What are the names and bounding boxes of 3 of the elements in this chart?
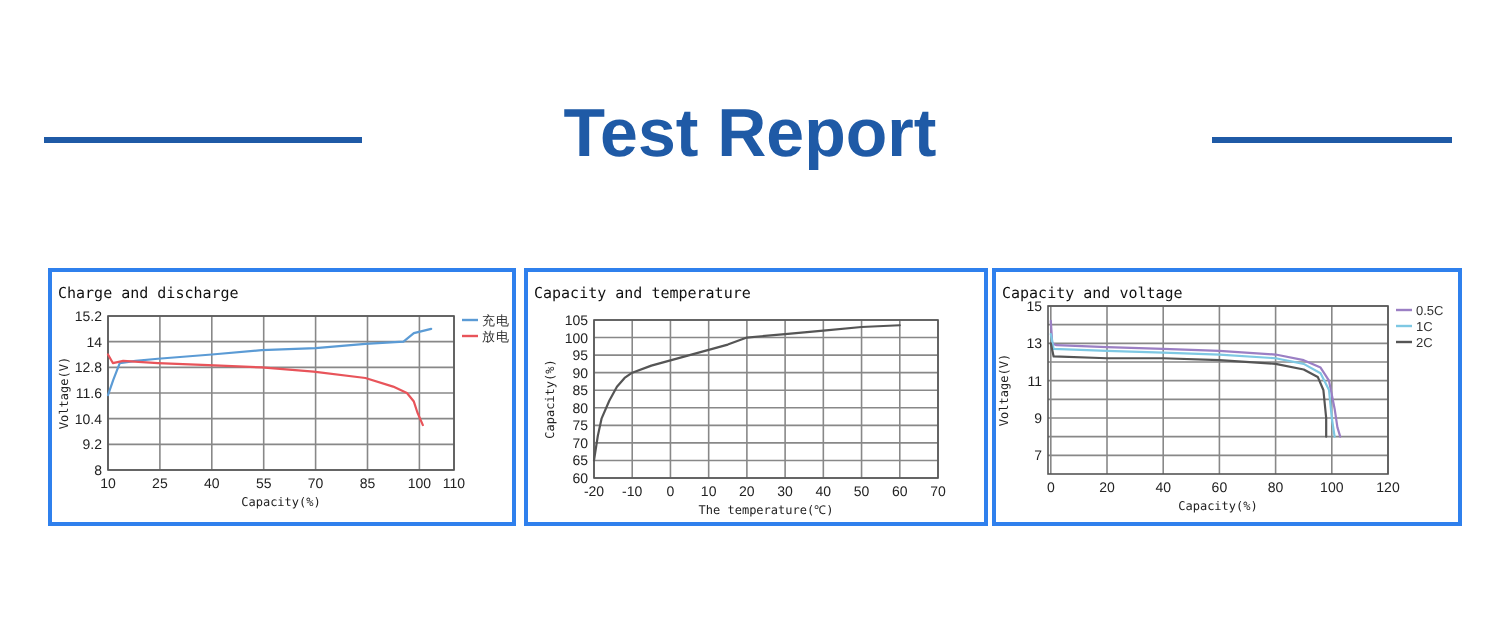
text: Test Report — [563, 96, 937, 172]
line-series — [106, 327, 433, 397]
line-series — [106, 353, 424, 427]
